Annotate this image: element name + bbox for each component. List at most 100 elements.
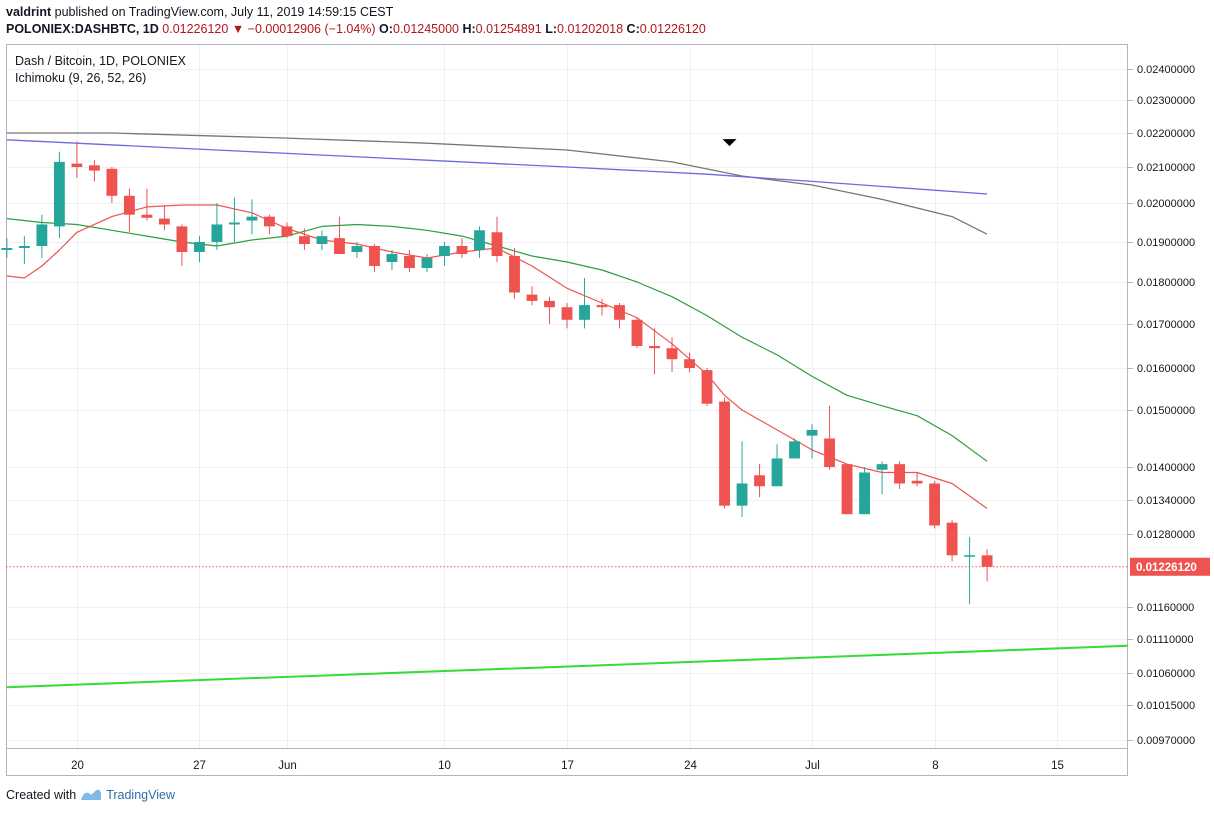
y-tick-label: 0.01110000 — [1137, 634, 1193, 646]
publish-text: published on TradingView.com, July 11, 2… — [54, 5, 394, 19]
candle-body — [53, 161, 65, 227]
x-tick-label: 27 — [193, 760, 206, 772]
price-axis[interactable]: 0.02400000 0.02300000 0.02200000 0.02100000… — [1128, 64, 1210, 747]
y-tick-label: 0.00970000 — [1137, 735, 1195, 747]
signal-marker-icon — [722, 139, 737, 147]
x-tick-label: 24 — [684, 760, 697, 772]
y-tick-label: 0.02300000 — [1137, 95, 1195, 107]
support-trendline[interactable] — [6, 644, 1129, 689]
candle-body — [894, 464, 906, 484]
candle-body — [946, 522, 958, 556]
y-tick-label: 0.02100000 — [1137, 162, 1195, 174]
ohlc-header: POLONIEX:DASHBTC, 1D 0.01226120 ▼ −0.000… — [6, 22, 706, 36]
y-tick-label: 0.01800000 — [1137, 277, 1195, 289]
candle-body — [299, 236, 310, 244]
open-value: 0.01245000 — [392, 22, 459, 36]
y-tick-label: 0.01340000 — [1137, 495, 1195, 507]
candles — [1, 141, 993, 604]
candle-body — [369, 246, 380, 266]
candle-body — [736, 483, 748, 506]
down-arrow-icon: ▼ — [231, 22, 245, 36]
high-value: 0.01254891 — [475, 22, 542, 36]
candle-body — [36, 224, 48, 246]
y-tick-label: 0.01060000 — [1137, 668, 1195, 680]
candle-body — [666, 348, 678, 360]
candle-body — [964, 555, 976, 557]
x-tick-label: 10 — [438, 760, 451, 772]
candle-body — [596, 305, 608, 308]
open-label: O: — [379, 22, 393, 36]
candle-body — [649, 346, 660, 349]
author-name[interactable]: valdrint — [6, 5, 52, 19]
candle-body — [1, 248, 13, 250]
symbol-label: POLONIEX:DASHBTC, 1D — [6, 22, 159, 36]
candle-body — [246, 216, 258, 221]
y-tick-label: 0.01600000 — [1137, 363, 1195, 375]
publish-info: valdrint published on TradingView.com, J… — [6, 5, 393, 19]
x-tick-label: Jul — [805, 760, 820, 772]
plot-area-border — [6, 44, 1128, 776]
x-tick-label: 8 — [932, 760, 938, 772]
current-price-badge — [1130, 557, 1210, 576]
low-label: L: — [545, 22, 558, 36]
candle-body — [404, 256, 415, 268]
footer: Created with TradingView — [6, 788, 175, 802]
candle-body — [509, 256, 520, 293]
candle-body — [859, 472, 870, 515]
x-tick-label: 15 — [1051, 760, 1064, 772]
candle-body — [211, 224, 223, 242]
last-price: 0.01226120 — [162, 22, 229, 36]
candle-body — [911, 480, 923, 484]
time-axis[interactable]: 20 27 Jun 10 17 24 Jul 8 15 — [71, 760, 1064, 772]
candle-body — [841, 464, 853, 515]
candle-body — [806, 429, 818, 436]
legend-indicator: Ichimoku (9, 26, 52, 26) — [15, 71, 146, 85]
candle-body — [351, 246, 363, 252]
close-label: C: — [626, 22, 640, 36]
y-tick-label: 0.01700000 — [1137, 319, 1195, 331]
y-tick-label: 0.02400000 — [1137, 64, 1195, 76]
candle-body — [754, 475, 765, 487]
candle-body — [439, 246, 450, 256]
candle-body — [123, 195, 135, 215]
candle-body — [228, 222, 240, 225]
price-change: −0.00012906 (−1.04%) — [247, 22, 376, 36]
grid — [6, 45, 1128, 748]
tradingview-logo-icon — [81, 789, 102, 800]
candle-body — [264, 216, 275, 227]
candle-body — [106, 168, 118, 196]
candle-body — [176, 226, 188, 252]
candle-body — [316, 236, 328, 244]
low-value: 0.01202018 — [557, 22, 624, 36]
y-tick-label: 0.01280000 — [1137, 529, 1195, 541]
candle-body — [141, 214, 153, 218]
tradingview-brand[interactable]: TradingView — [106, 788, 175, 802]
candle-body — [631, 319, 643, 346]
candle-body — [71, 163, 83, 167]
candle-body — [876, 464, 888, 470]
y-tick-label: 0.01015000 — [1137, 700, 1195, 712]
created-with-text: Created with — [6, 788, 77, 802]
candle-body — [386, 254, 398, 262]
candle-body — [88, 165, 100, 171]
candle-body — [158, 218, 170, 225]
y-tick-label: 0.01160000 — [1137, 602, 1194, 614]
candle-body — [824, 438, 835, 467]
y-tick-label: 0.02200000 — [1137, 128, 1195, 140]
candle-body — [789, 441, 800, 459]
candle-body — [18, 246, 30, 248]
y-tick-label: 0.02000000 — [1137, 198, 1195, 210]
x-tick-label: 20 — [71, 760, 84, 772]
candle-body — [771, 458, 783, 487]
x-tick-label: Jun — [278, 760, 297, 772]
y-tick-label: 0.01900000 — [1137, 237, 1195, 249]
y-tick-label: 0.01500000 — [1137, 405, 1195, 417]
close-value: 0.01226120 — [639, 22, 706, 36]
candle-body — [579, 305, 590, 320]
y-tick-label: 0.01400000 — [1137, 462, 1195, 474]
candle-body — [701, 370, 713, 404]
candle-body — [561, 307, 573, 320]
candle-body — [474, 230, 485, 250]
candle-body — [456, 246, 468, 254]
